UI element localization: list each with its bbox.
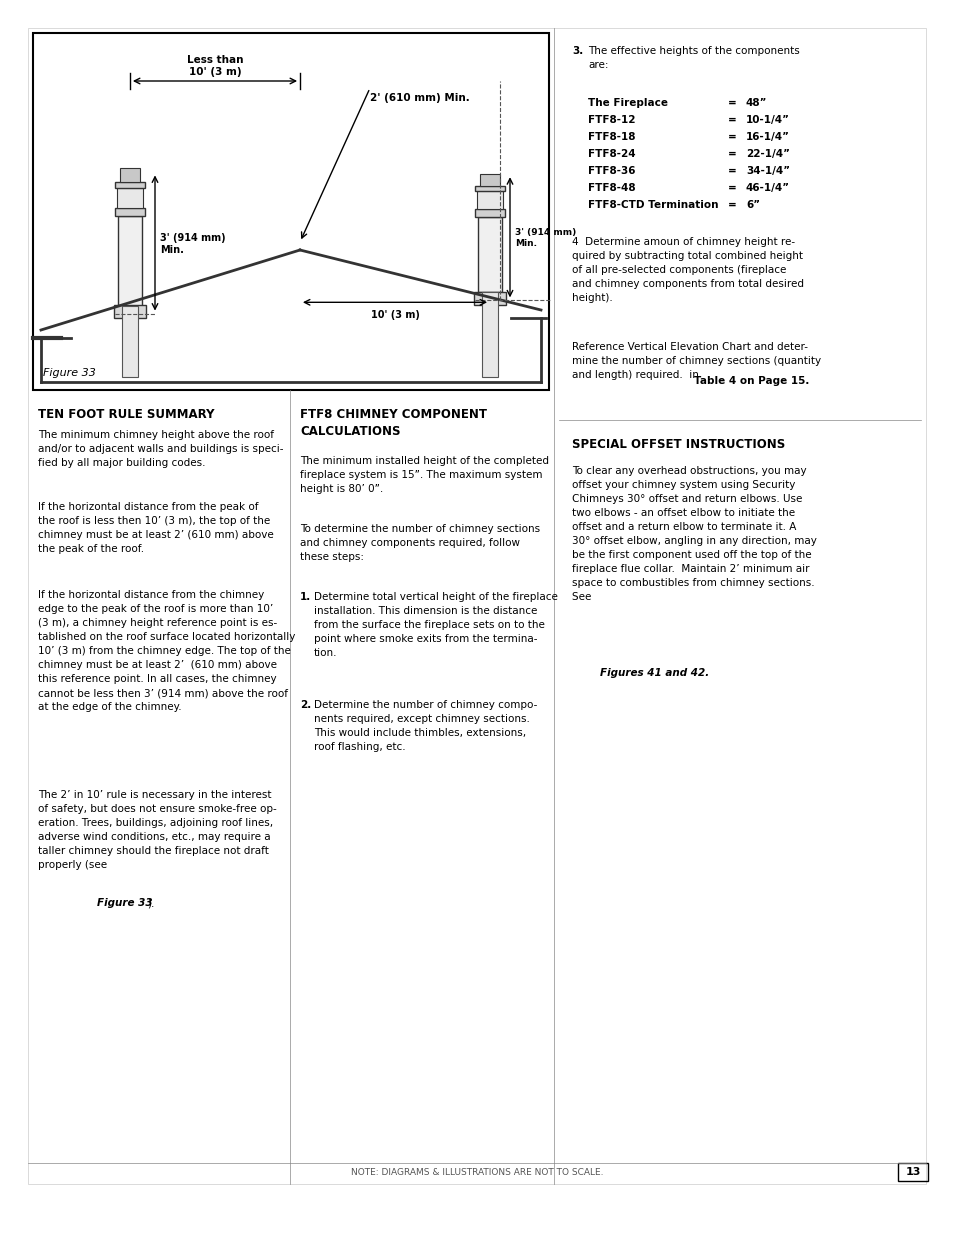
Text: FTF8-CTD Termination: FTF8-CTD Termination — [587, 200, 718, 210]
Text: Min.: Min. — [160, 245, 184, 254]
FancyBboxPatch shape — [474, 291, 506, 305]
Text: 48”: 48” — [745, 98, 767, 107]
Text: 6”: 6” — [745, 200, 760, 210]
Text: =: = — [727, 132, 736, 142]
Bar — [33, 33, 548, 390]
Bar — [475, 186, 504, 191]
Text: Less than: Less than — [187, 56, 243, 65]
Text: SPECIAL OFFSET INSTRUCTIONS: SPECIAL OFFSET INSTRUCTIONS — [572, 438, 784, 451]
Text: =: = — [727, 98, 736, 107]
Text: The effective heights of the components
are:: The effective heights of the components … — [587, 46, 799, 70]
Text: The 2’ in 10’ rule is necessary in the interest
of safety, but does not ensure s: The 2’ in 10’ rule is necessary in the i… — [38, 790, 276, 869]
Text: 10' (3 m): 10' (3 m) — [370, 310, 419, 320]
Text: FTF8-12: FTF8-12 — [587, 115, 635, 125]
Text: Figure 33: Figure 33 — [97, 898, 152, 908]
Text: =: = — [727, 183, 736, 193]
FancyBboxPatch shape — [113, 305, 146, 317]
Text: NOTE: DIAGRAMS & ILLUSTRATIONS ARE NOT TO SCALE.: NOTE: DIAGRAMS & ILLUSTRATIONS ARE NOT T… — [351, 1168, 602, 1177]
Text: 1.: 1. — [299, 592, 311, 601]
Text: =: = — [727, 200, 736, 210]
Bar — [117, 188, 143, 207]
Text: Min.: Min. — [515, 238, 537, 248]
Text: The minimum installed height of the completed
fireplace system is 15”. The maxim: The minimum installed height of the comp… — [299, 456, 548, 494]
Text: FTF8-24: FTF8-24 — [587, 149, 635, 159]
Text: Reference Vertical Elevation Chart and deter-
mine the number of chimney section: Reference Vertical Elevation Chart and d… — [572, 342, 821, 380]
Text: TEN FOOT RULE SUMMARY: TEN FOOT RULE SUMMARY — [38, 408, 214, 421]
Text: 22-1/4”: 22-1/4” — [745, 149, 789, 159]
Text: FTF8-18: FTF8-18 — [587, 132, 635, 142]
Bar — [115, 207, 145, 216]
Text: =: = — [727, 115, 736, 125]
Bar — [120, 168, 140, 182]
Bar — [475, 209, 504, 217]
Text: 4  Determine amoun of chimney height re-
quired by subtracting total combined he: 4 Determine amoun of chimney height re- … — [572, 237, 803, 303]
Bar — [476, 191, 502, 209]
Text: 34-1/4”: 34-1/4” — [745, 165, 789, 177]
Text: ).: ). — [147, 898, 154, 908]
Text: 16-1/4”: 16-1/4” — [745, 132, 789, 142]
Text: The minimum chimney height above the roof
and/or to adjacent walls and buildings: The minimum chimney height above the roo… — [38, 430, 283, 468]
Bar — [122, 305, 138, 377]
Text: 10' (3 m): 10' (3 m) — [189, 67, 241, 77]
Bar — [479, 174, 499, 186]
Text: To determine the number of chimney sections
and chimney components required, fol: To determine the number of chimney secti… — [299, 524, 539, 562]
Text: Figure 33: Figure 33 — [43, 368, 95, 378]
Bar — [477, 217, 501, 293]
Bar — [481, 293, 497, 377]
Text: 10-1/4”: 10-1/4” — [745, 115, 789, 125]
Text: 3' (914 mm): 3' (914 mm) — [160, 233, 226, 243]
Text: 13: 13 — [904, 1167, 920, 1177]
Text: =: = — [727, 149, 736, 159]
Text: FTF8-48: FTF8-48 — [587, 183, 635, 193]
Text: Determine total vertical height of the fireplace
installation. This dimension is: Determine total vertical height of the f… — [314, 592, 558, 658]
Text: If the horizontal distance from the chimney
edge to the peak of the roof is more: If the horizontal distance from the chim… — [38, 590, 295, 713]
Text: 3' (914 mm): 3' (914 mm) — [515, 227, 576, 237]
Text: 3.: 3. — [572, 46, 582, 56]
Text: Table 4 on Page 15.: Table 4 on Page 15. — [693, 375, 808, 387]
Bar — [897, 1163, 927, 1181]
Text: =: = — [727, 165, 736, 177]
Text: 2' (610 mm) Min.: 2' (610 mm) Min. — [370, 93, 469, 103]
Text: To clear any overhead obstructions, you may
offset your chimney system using Sec: To clear any overhead obstructions, you … — [572, 466, 816, 601]
Text: 46-1/4”: 46-1/4” — [745, 183, 789, 193]
Text: Figures 41 and 42.: Figures 41 and 42. — [599, 668, 708, 678]
Text: 2.: 2. — [299, 700, 311, 710]
Bar — [115, 182, 145, 188]
Text: Determine the number of chimney compo-
nents required, except chimney sections.
: Determine the number of chimney compo- n… — [314, 700, 537, 752]
Bar — [118, 216, 142, 305]
Text: The Fireplace: The Fireplace — [587, 98, 667, 107]
Text: FTF8-36: FTF8-36 — [587, 165, 635, 177]
Text: FTF8 CHIMNEY COMPONENT
CALCULATIONS: FTF8 CHIMNEY COMPONENT CALCULATIONS — [299, 408, 486, 438]
Text: If the horizontal distance from the peak of
the roof is less then 10’ (3 m), the: If the horizontal distance from the peak… — [38, 501, 274, 555]
